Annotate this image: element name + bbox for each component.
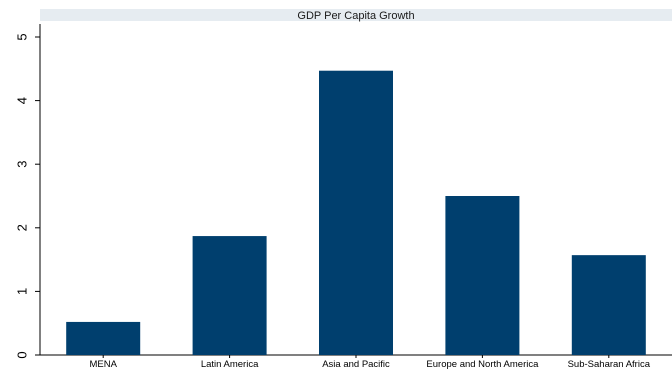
bar (445, 196, 520, 355)
bar (319, 70, 393, 355)
y-tick-label: 5 (15, 33, 30, 40)
title-band (40, 9, 672, 21)
x-axis-labels: MENA Latin America Asia and Pacific Europe … (89, 355, 651, 369)
y-tick-label: 0 (15, 351, 30, 358)
y-axis-ticks: 0 1 2 3 4 5 (15, 33, 40, 359)
x-tick-label: Latin America (201, 359, 259, 369)
y-tick-label: 3 (15, 161, 30, 168)
y-tick-label: 4 (15, 97, 30, 104)
x-tick-label: Asia and Pacific (322, 359, 390, 369)
chart-title: GDP Per Capita Growth (297, 10, 414, 22)
x-tick-label: Europe and North America (426, 359, 539, 369)
x-tick-label: Sub-Saharan Africa (568, 359, 651, 369)
x-tick-label: MENA (89, 359, 117, 369)
y-tick-label: 2 (15, 224, 30, 231)
bar (571, 255, 646, 355)
bar (192, 236, 267, 355)
y-tick-label: 1 (15, 288, 30, 295)
bar (66, 321, 141, 355)
bars (66, 70, 646, 355)
